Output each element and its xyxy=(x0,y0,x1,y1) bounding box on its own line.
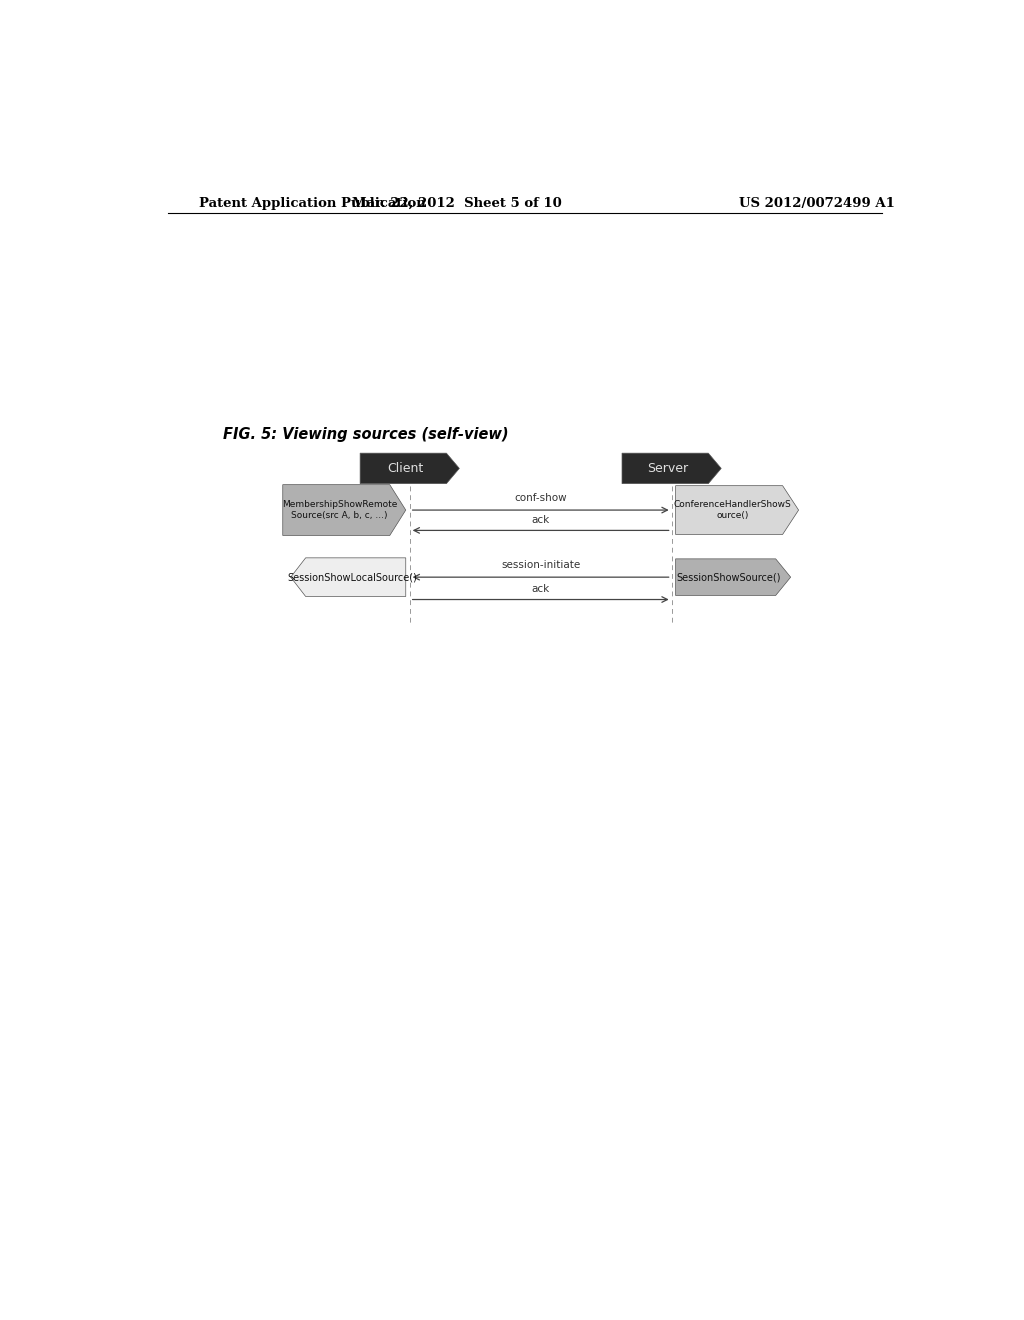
Text: Server: Server xyxy=(647,462,688,475)
Text: conf-show: conf-show xyxy=(514,492,567,503)
Polygon shape xyxy=(283,484,406,536)
Text: ack: ack xyxy=(531,585,550,594)
Text: SessionShowSource(): SessionShowSource() xyxy=(677,572,781,582)
Polygon shape xyxy=(291,558,406,597)
Polygon shape xyxy=(676,486,799,535)
Text: US 2012/0072499 A1: US 2012/0072499 A1 xyxy=(739,197,895,210)
Text: session-initiate: session-initiate xyxy=(501,560,581,570)
Polygon shape xyxy=(676,558,791,595)
Text: Patent Application Publication: Patent Application Publication xyxy=(200,197,426,210)
Text: ack: ack xyxy=(531,515,550,525)
Text: FIG. 5: Viewing sources (self-view): FIG. 5: Viewing sources (self-view) xyxy=(223,428,509,442)
Text: ConferenceHandlerShowS
ource(): ConferenceHandlerShowS ource() xyxy=(674,500,792,520)
Text: Client: Client xyxy=(388,462,424,475)
Polygon shape xyxy=(360,453,460,483)
Text: SessionShowLocalSource(): SessionShowLocalSource() xyxy=(288,572,418,582)
Text: Mar. 22, 2012  Sheet 5 of 10: Mar. 22, 2012 Sheet 5 of 10 xyxy=(352,197,562,210)
Polygon shape xyxy=(622,453,721,483)
Text: MembershipShowRemote
Source(src A, b, c, ...): MembershipShowRemote Source(src A, b, c,… xyxy=(282,500,397,520)
